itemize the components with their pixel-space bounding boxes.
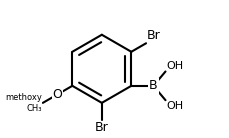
- Text: Br: Br: [146, 29, 160, 42]
- Text: B: B: [148, 79, 157, 92]
- Text: OH: OH: [166, 61, 183, 71]
- Text: methoxy
CH₃: methoxy CH₃: [5, 93, 42, 113]
- Text: O: O: [52, 88, 62, 101]
- Text: Br: Br: [95, 121, 108, 134]
- Text: OH: OH: [166, 101, 183, 111]
